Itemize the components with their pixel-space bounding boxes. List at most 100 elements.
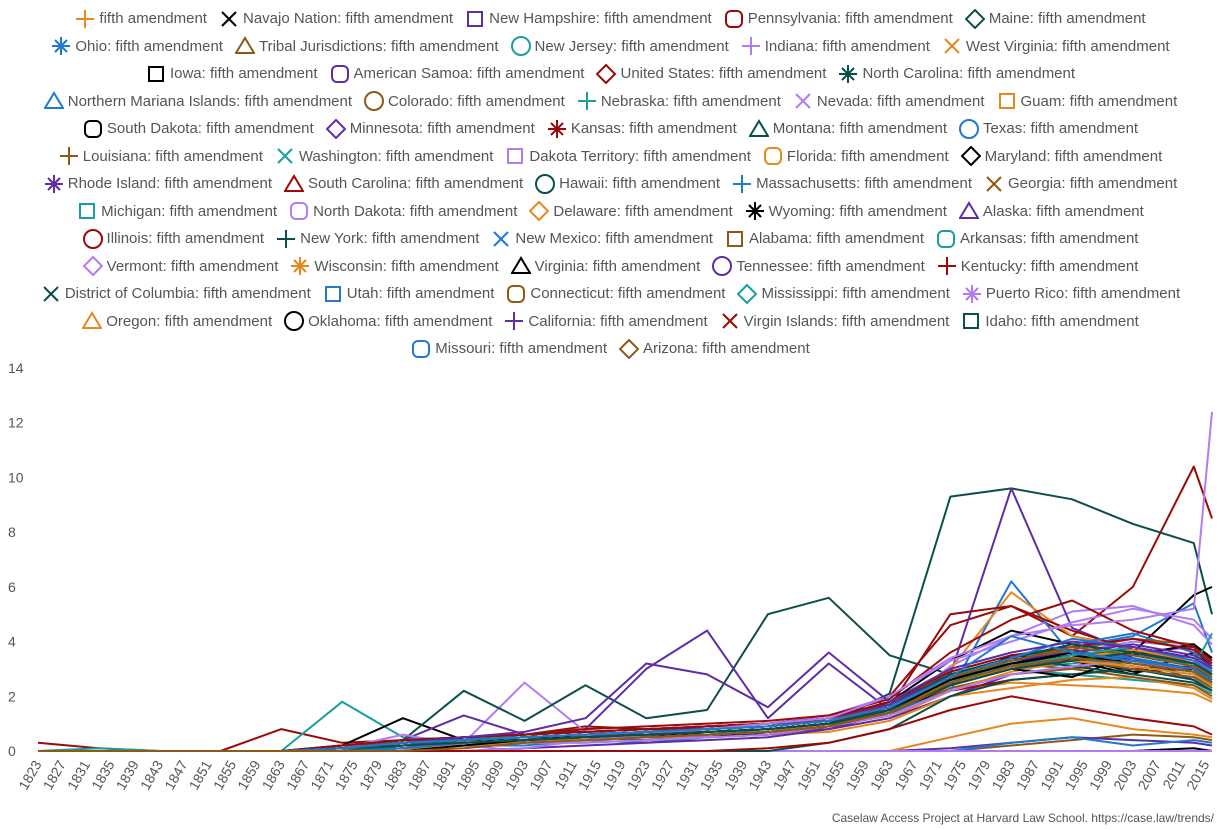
- legend-symbol: [234, 36, 255, 55]
- legend-label: New York: fifth amendment: [300, 230, 480, 248]
- legend-symbol-part: [412, 339, 431, 358]
- legend-symbol-part: [507, 148, 524, 165]
- x-tick-label: 1939: [721, 757, 751, 792]
- legend-item: Iowa: fifth amendment: [146, 60, 318, 88]
- legend-symbol: [44, 174, 63, 193]
- legend-symbol-part: [721, 313, 738, 329]
- legend-symbol-part: [43, 286, 59, 302]
- x-tick-label: 1995: [1061, 757, 1091, 792]
- legend-item: Idaho: fifth amendment: [961, 308, 1139, 336]
- legend-symbol: [82, 228, 103, 249]
- legend-item: Kentucky: fifth amendment: [937, 253, 1138, 281]
- x-tick-label: 1827: [39, 757, 69, 792]
- legend-symbol: [741, 37, 760, 56]
- legend-label: Louisiana: fifth amendment: [82, 147, 263, 165]
- legend-label: Kansas: fifth amendment: [570, 120, 737, 138]
- legend-symbol: [721, 313, 738, 329]
- y-tick-label: 8: [8, 524, 16, 540]
- legend-label: Maine: fifth amendment: [988, 10, 1146, 28]
- source: Caselaw Access Project at Harvard Law Sc…: [832, 811, 1215, 825]
- legend-item: Mississippi: fifth amendment: [737, 280, 950, 308]
- y-tick-label: 0: [8, 743, 16, 759]
- legend-label: Hawaii: fifth amendment: [559, 175, 721, 193]
- x-tick-label: 1899: [477, 757, 507, 792]
- legend-item: American Samoa: fifth amendment: [330, 60, 584, 88]
- legend-symbol: [284, 311, 305, 332]
- legend-label: North Carolina: fifth amendment: [862, 65, 1076, 83]
- legend-symbol-part: [763, 147, 782, 166]
- x-tick-label: 1859: [234, 757, 264, 792]
- legend-item: Missouri: fifth amendment: [411, 335, 607, 363]
- x-tick-label: 2003: [1110, 757, 1140, 792]
- legend-label: Utah: fifth amendment: [346, 285, 495, 303]
- legend-symbol: [330, 64, 349, 83]
- legend-label: Michigan: fifth amendment: [101, 202, 278, 220]
- x-tick-label: 1963: [867, 757, 897, 792]
- legend-symbol: [618, 338, 639, 359]
- legend-symbol: [79, 203, 96, 220]
- x-tick-label: 1851: [185, 757, 215, 792]
- legend-symbol-part: [737, 283, 758, 304]
- x-tick-label: 1895: [453, 757, 483, 792]
- legend-symbol-part: [841, 67, 856, 81]
- legend-label: Ohio: fifth amendment: [75, 37, 223, 55]
- x-tick-label: 1979: [964, 757, 994, 792]
- x-tick-label: 1947: [769, 757, 799, 792]
- legend-symbol: [82, 256, 103, 277]
- x-tick-label: 1847: [161, 757, 191, 792]
- legend-symbol-part: [79, 203, 96, 220]
- legend-symbol-part: [964, 8, 985, 29]
- x-tick-label: 1931: [672, 757, 702, 792]
- legend-item: Vermont: fifth amendment: [82, 253, 278, 281]
- legend-item: fifth amendment: [75, 5, 207, 33]
- legend-symbol: [959, 118, 980, 139]
- legend-symbol: [839, 64, 858, 83]
- legend-item: United States: fifth amendment: [596, 60, 826, 88]
- x-tick-label: 1863: [258, 757, 288, 792]
- legend-symbol: [83, 119, 102, 138]
- legend-symbol-part: [293, 259, 308, 273]
- series-line: [38, 657, 1213, 752]
- legend-symbol: [412, 339, 431, 358]
- x-tick-label: 1835: [88, 757, 118, 792]
- legend-symbol-part: [944, 38, 960, 54]
- legend-symbol: [944, 38, 960, 54]
- x-tick-label: 1843: [137, 757, 167, 792]
- legend-item: Delaware: fifth amendment: [529, 198, 733, 226]
- legend-label: South Carolina: fifth amendment: [308, 175, 524, 193]
- legend-symbol: [52, 37, 71, 56]
- legend-label: Mississippi: fifth amendment: [761, 285, 950, 303]
- legend-label: Virginia: fifth amendment: [534, 257, 701, 275]
- legend-item: West Virginia: fifth amendment: [942, 33, 1170, 61]
- legend-label: California: fifth amendment: [528, 312, 708, 330]
- legend: fifth amendment Navajo Nation: fifth amen…: [0, 5, 1221, 363]
- series-line: [37, 465, 1213, 752]
- legend-item: Wyoming: fifth amendment: [745, 198, 947, 226]
- legend-symbol-part: [986, 176, 1002, 192]
- legend-symbol-part: [550, 122, 564, 136]
- x-tick-label: 1987: [1013, 757, 1043, 792]
- legend-item: Michigan: fifth amendment: [77, 198, 277, 226]
- legend-symbol-part: [747, 204, 762, 218]
- legend-symbol: [726, 230, 743, 247]
- legend-symbol: [277, 229, 296, 248]
- legend-symbol: [507, 148, 524, 165]
- legend-item: Utah: fifth amendment: [323, 280, 495, 308]
- x-tick-label: 1975: [940, 757, 970, 792]
- legend-item: Minnesota: fifth amendment: [325, 115, 535, 143]
- legend-symbol-part: [221, 11, 237, 27]
- x-tick-label: 1911: [551, 757, 580, 791]
- legend-item: Connecticut: fifth amendment: [506, 280, 725, 308]
- x-tick-label: 1915: [575, 757, 605, 792]
- y-tick-label: 12: [8, 415, 24, 431]
- legend-symbol: [529, 201, 550, 222]
- legend-label: Idaho: fifth amendment: [985, 312, 1139, 330]
- legend-symbol-part: [83, 119, 102, 138]
- x-tick-label: 1935: [696, 757, 726, 792]
- legend-item: Tennessee: fifth amendment: [712, 253, 925, 281]
- legend-label: New Mexico: fifth amendment: [515, 230, 713, 248]
- legend-item: Kansas: fifth amendment: [547, 115, 737, 143]
- legend-item: South Dakota: fifth amendment: [83, 115, 314, 143]
- legend-label: Arkansas: fifth amendment: [960, 230, 1139, 248]
